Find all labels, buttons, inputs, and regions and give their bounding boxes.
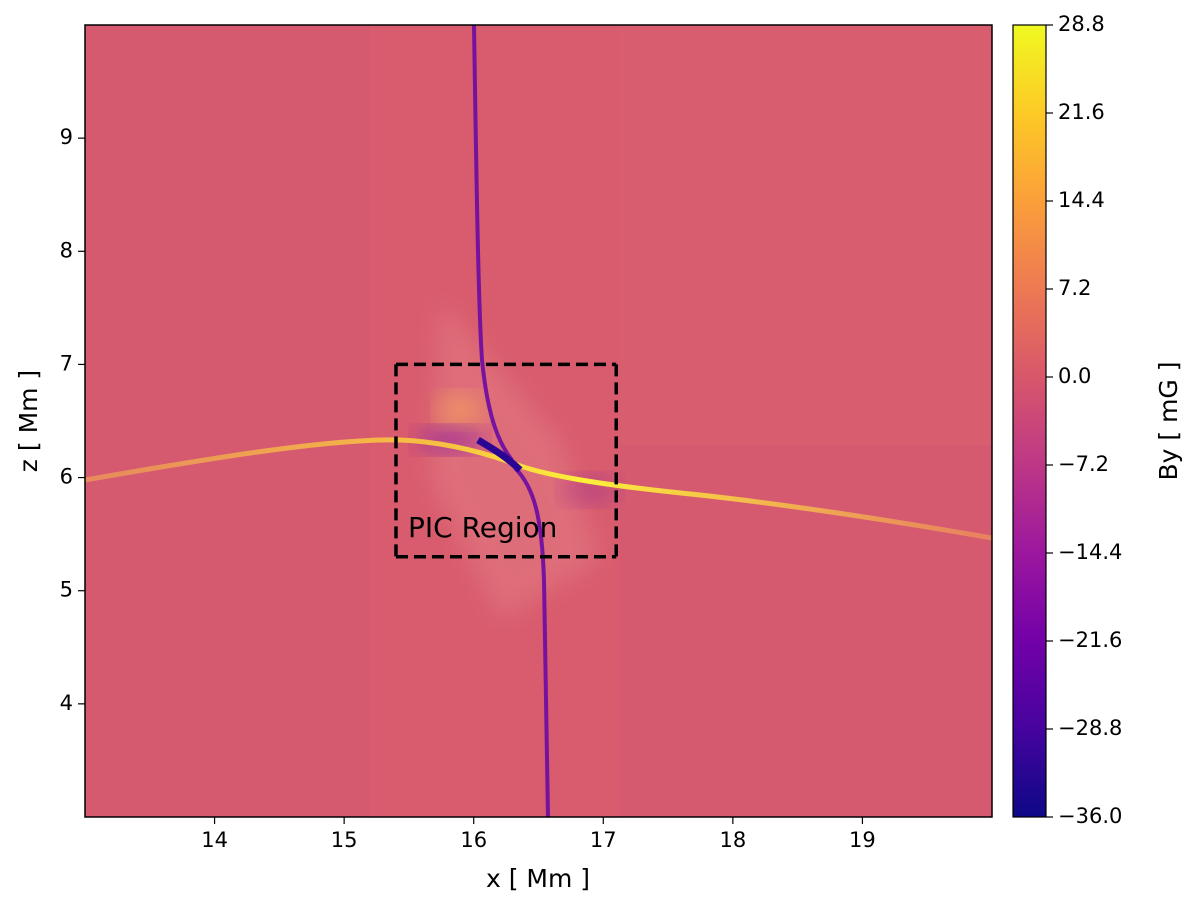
region-label: PIC Region bbox=[408, 511, 557, 544]
y-tick-label: 9 bbox=[60, 125, 73, 149]
field-map bbox=[85, 25, 992, 817]
current-sheet bbox=[513, 466, 550, 817]
colorbar-tick-label: 28.8 bbox=[1058, 12, 1105, 36]
colorbar-label: By [ mG ] bbox=[1154, 361, 1183, 480]
x-tick-label: 17 bbox=[590, 828, 617, 852]
colorbar-tick-label: 0.0 bbox=[1058, 364, 1091, 388]
colorbar-tick-label: 14.4 bbox=[1058, 188, 1105, 212]
y-tick-label: 6 bbox=[60, 465, 73, 489]
y-tick-label: 8 bbox=[60, 238, 73, 262]
colorbar-tick-label: −14.4 bbox=[1058, 540, 1122, 564]
y-axis-label: z [ Mm ] bbox=[14, 370, 43, 472]
field-texture bbox=[620, 25, 992, 445]
colorbar bbox=[1012, 24, 1047, 818]
y-tick-label: 4 bbox=[60, 691, 73, 715]
plot-frame bbox=[84, 24, 993, 818]
x-tick-label: 14 bbox=[201, 828, 228, 852]
colorbar-tick-label: −7.2 bbox=[1058, 452, 1109, 476]
x-tick-label: 19 bbox=[849, 828, 876, 852]
x-tick-label: 16 bbox=[460, 828, 487, 852]
colorbar-tick-label: 7.2 bbox=[1058, 276, 1091, 300]
x-tick-label: 15 bbox=[331, 828, 358, 852]
current-sheet bbox=[472, 25, 514, 462]
x-axis-label: x [ Mm ] bbox=[486, 864, 590, 893]
field-blob bbox=[435, 392, 485, 428]
y-tick-label: 5 bbox=[60, 578, 73, 602]
colorbar-tick-label: −36.0 bbox=[1058, 804, 1122, 828]
colorbar-tick-label: 21.6 bbox=[1058, 100, 1105, 124]
colorbar-tick-label: −21.6 bbox=[1058, 628, 1122, 652]
x-point bbox=[476, 436, 523, 473]
colorbar-tick-label: −28.8 bbox=[1058, 716, 1122, 740]
diffusion-region bbox=[430, 300, 600, 620]
y-tick-label: 7 bbox=[60, 351, 73, 375]
x-tick-label: 18 bbox=[719, 828, 746, 852]
